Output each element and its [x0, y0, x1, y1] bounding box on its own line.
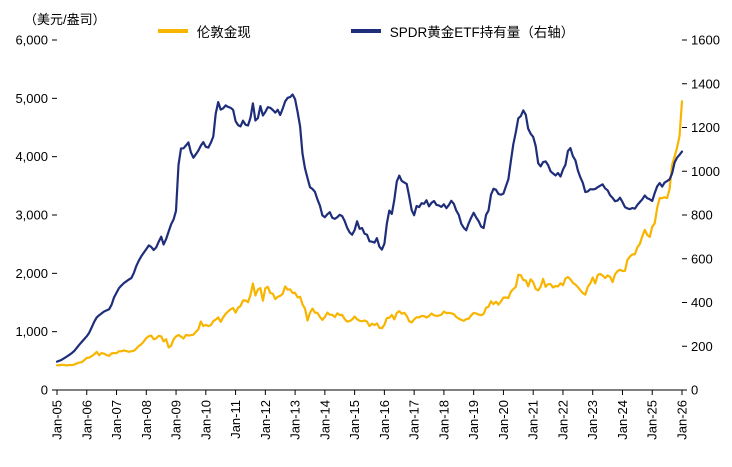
svg-text:Jan-16: Jan-16 [377, 400, 392, 440]
navy-line-swatch [350, 29, 381, 33]
svg-text:0: 0 [691, 383, 698, 398]
gold-line-swatch [157, 29, 188, 33]
svg-text:1200: 1200 [691, 120, 720, 135]
svg-text:4,000: 4,000 [15, 149, 48, 164]
svg-text:Jan-19: Jan-19 [466, 400, 481, 440]
svg-text:Jan-08: Jan-08 [139, 400, 154, 440]
svg-text:Jan-20: Jan-20 [496, 400, 511, 440]
left-axis-unit-label: （美元/盎司） [24, 12, 106, 27]
svg-text:600: 600 [691, 251, 713, 266]
svg-text:Jan-12: Jan-12 [258, 400, 273, 440]
svg-text:Jan-05: Jan-05 [50, 400, 65, 440]
svg-text:5,000: 5,000 [15, 91, 48, 106]
svg-text:Jan-13: Jan-13 [288, 400, 303, 440]
legend-item-london-gold: 伦敦金现 [157, 21, 251, 41]
svg-text:Jan-07: Jan-07 [109, 400, 124, 440]
svg-text:3,000: 3,000 [15, 208, 48, 223]
svg-text:Jan-10: Jan-10 [198, 400, 213, 440]
svg-text:Jan-15: Jan-15 [347, 400, 362, 440]
svg-text:Jan-14: Jan-14 [317, 400, 332, 440]
svg-text:1600: 1600 [691, 33, 720, 48]
svg-text:1400: 1400 [691, 76, 720, 91]
svg-text:0: 0 [41, 383, 48, 398]
svg-text:800: 800 [691, 208, 713, 223]
svg-text:Jan-24: Jan-24 [615, 400, 630, 440]
legend-label-spdr-etf: SPDR黄金ETF持有量（右轴） [389, 25, 575, 40]
svg-text:1000: 1000 [691, 164, 720, 179]
legend: 伦敦金现 SPDR黄金ETF持有量（右轴） [0, 21, 732, 41]
svg-text:Jan-22: Jan-22 [555, 400, 570, 440]
svg-text:2,000: 2,000 [15, 266, 48, 281]
svg-text:6,000: 6,000 [15, 33, 48, 48]
legend-item-spdr-etf: SPDR黄金ETF持有量（右轴） [350, 21, 575, 41]
svg-text:Jan-17: Jan-17 [407, 400, 422, 440]
svg-text:Jan-23: Jan-23 [585, 400, 600, 440]
svg-text:Jan-21: Jan-21 [526, 400, 541, 440]
svg-text:200: 200 [691, 339, 713, 354]
svg-text:Jan-26: Jan-26 [675, 400, 690, 440]
legend-label-london-gold: 伦敦金现 [196, 25, 251, 40]
svg-text:Jan-25: Jan-25 [645, 400, 660, 440]
svg-text:400: 400 [691, 295, 713, 310]
svg-text:Jan-06: Jan-06 [79, 400, 94, 440]
svg-text:1,000: 1,000 [15, 324, 48, 339]
svg-text:Jan-18: Jan-18 [436, 400, 451, 440]
svg-text:Jan-11: Jan-11 [228, 400, 243, 439]
svg-text:Jan-09: Jan-09 [169, 400, 184, 440]
